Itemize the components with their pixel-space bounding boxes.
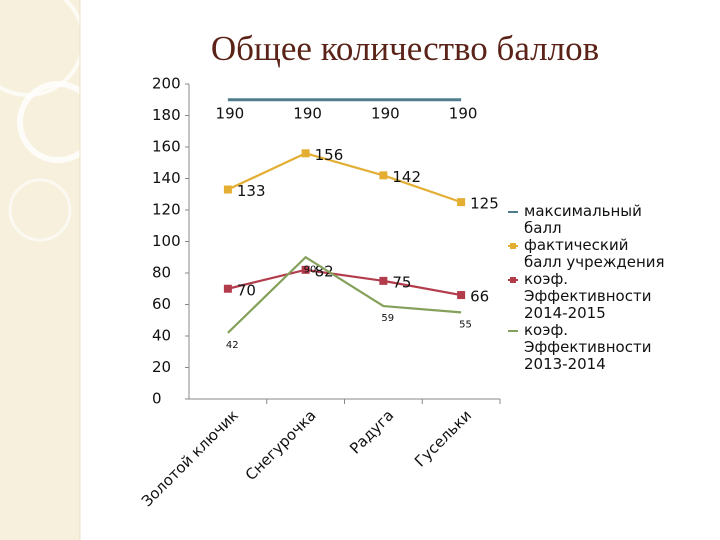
- y-tick-label: 120: [152, 201, 181, 219]
- point-marker: [379, 171, 388, 180]
- data-label: 190: [293, 104, 322, 122]
- series-line: [227, 268, 462, 297]
- data-label: 90: [304, 264, 317, 275]
- legend-label: фактический балл учреждения: [524, 236, 665, 271]
- x-tick-label: Золотой ключик: [138, 406, 242, 510]
- legend-marker: [508, 330, 518, 332]
- legend-marker: [508, 243, 518, 249]
- y-tick-label: 0: [152, 390, 162, 408]
- y-tick-label: 60: [152, 295, 171, 313]
- point-marker: [223, 284, 232, 293]
- y-tick-label: 140: [152, 169, 181, 187]
- y-tick-label: 160: [152, 138, 181, 156]
- series-line: [227, 152, 462, 204]
- legend-square: [510, 277, 516, 283]
- y-tick-label: 200: [152, 75, 181, 93]
- point-marker: [457, 291, 466, 300]
- point-marker: [379, 276, 388, 285]
- data-label: 55: [459, 319, 472, 330]
- legend-label: коэф. Эффективности 2013-2014: [524, 321, 652, 373]
- chart-title: Общее количество баллов: [211, 29, 599, 68]
- data-label: 59: [381, 313, 394, 324]
- y-tick-label: 180: [152, 106, 181, 124]
- data-label: 133: [237, 182, 266, 200]
- legend-item: коэф. Эффективности 2014-2015: [508, 271, 668, 322]
- data-label: 142: [392, 168, 421, 186]
- legend-square: [510, 243, 516, 249]
- legend-item: коэф. Эффективности 2013-2014: [508, 322, 668, 373]
- data-label: 42: [226, 340, 239, 351]
- x-tick-label: Радуга: [346, 406, 397, 457]
- data-label: 190: [371, 104, 400, 122]
- legend: максимальный балл фактический балл учрежд…: [508, 203, 668, 373]
- y-tick-label: 40: [152, 327, 171, 345]
- data-label: 190: [449, 104, 478, 122]
- x-tick-label: Гусельки: [411, 406, 475, 470]
- data-label: 190: [216, 104, 245, 122]
- x-tick-label: Снегурочка: [242, 406, 320, 484]
- y-tick-label: 80: [152, 264, 171, 282]
- side-strip: [0, 0, 80, 540]
- data-label: 66: [470, 288, 489, 306]
- data-label: 75: [392, 273, 411, 291]
- series-line: [227, 255, 462, 334]
- legend-item: фактический балл учреждения: [508, 237, 668, 271]
- y-tick-label: 100: [152, 232, 181, 250]
- legend-label: максимальный балл: [524, 202, 642, 237]
- legend-item: максимальный балл: [508, 203, 668, 237]
- decor-circle: [8, 178, 72, 242]
- point-marker: [301, 265, 310, 274]
- legend-marker: [508, 277, 518, 283]
- decor-circle: [0, 0, 85, 97]
- data-label: 156: [315, 146, 344, 164]
- data-label: 125: [470, 195, 499, 213]
- data-label: 70: [237, 281, 256, 299]
- y-tick-label: 20: [152, 358, 171, 376]
- legend-marker: [508, 211, 518, 213]
- point-marker: [457, 198, 466, 207]
- point-marker: [223, 185, 232, 194]
- point-marker: [301, 149, 310, 158]
- legend-label: коэф. Эффективности 2014-2015: [524, 270, 652, 322]
